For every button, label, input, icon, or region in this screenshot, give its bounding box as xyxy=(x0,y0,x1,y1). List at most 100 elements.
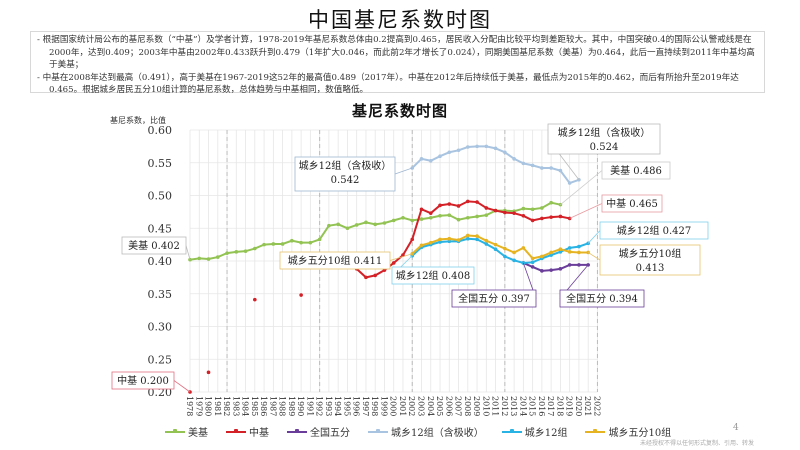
legend-line-marker-icon xyxy=(165,429,185,433)
data-point xyxy=(567,181,572,185)
x-tick-label: 2006 xyxy=(444,396,453,416)
annotation-box xyxy=(599,244,701,276)
data-point xyxy=(391,261,396,265)
data-point xyxy=(438,214,442,218)
data-point xyxy=(428,240,433,245)
data-point xyxy=(419,157,424,161)
series-城乡12组（含极收） xyxy=(410,144,581,185)
data-point xyxy=(253,297,257,302)
data-point xyxy=(410,237,415,242)
data-point xyxy=(549,200,553,205)
data-point xyxy=(456,217,461,222)
data-point xyxy=(206,370,211,375)
data-point xyxy=(484,206,489,210)
data-point xyxy=(364,275,368,280)
data-point xyxy=(540,216,544,221)
data-point xyxy=(512,258,516,263)
legend-item: 中基 xyxy=(226,424,269,439)
x-tick-label: 1997 xyxy=(361,396,370,416)
data-point xyxy=(373,273,378,278)
x-tick-label: 1981 xyxy=(213,396,222,416)
data-point xyxy=(206,257,211,261)
legend-label: 城乡12组 xyxy=(524,428,568,439)
x-tick-label: 1990 xyxy=(296,396,305,416)
legend-label: 城乡五分10组 xyxy=(608,428,672,439)
annotation-box xyxy=(391,266,475,285)
data-point xyxy=(290,238,294,243)
data-point xyxy=(503,246,507,251)
legend-line-marker-icon xyxy=(501,429,522,433)
y-tick-label: 0.25 xyxy=(148,353,173,366)
data-point xyxy=(521,246,526,250)
data-point xyxy=(503,254,507,259)
data-point xyxy=(503,210,507,215)
annotation-label: 城乡五分10组 xyxy=(619,247,682,260)
x-tick-label: 2022 xyxy=(592,396,601,416)
y-tick-label: 0.35 xyxy=(148,288,173,301)
data-point xyxy=(493,146,498,151)
x-tick-label: 2014 xyxy=(518,396,527,416)
y-tick-label: 0.30 xyxy=(148,321,173,334)
x-tick-label: 2021 xyxy=(583,396,592,416)
annotations: 城乡12组（含极收） 0.542 城乡12组（含极收） 0.524 美基 0.486 中基… xyxy=(111,123,709,393)
data-point xyxy=(401,215,405,220)
data-point xyxy=(540,269,544,273)
x-tick-label: 2008 xyxy=(463,396,472,416)
x-tick-label: 2019 xyxy=(565,396,574,416)
legend-label: 城乡12组（含极收） xyxy=(391,428,484,439)
x-tick-label: 2001 xyxy=(398,396,407,416)
data-point xyxy=(577,263,581,267)
data-point xyxy=(428,215,433,220)
data-point xyxy=(567,250,572,254)
x-tick-label: 2002 xyxy=(407,396,416,416)
data-point xyxy=(567,246,572,250)
y-tick-label: 0.40 xyxy=(148,255,173,268)
data-point xyxy=(336,222,340,227)
annotation-label: 0.524 xyxy=(590,142,619,153)
data-point xyxy=(540,206,544,210)
data-point xyxy=(475,144,479,149)
data-point xyxy=(438,240,442,244)
y-axis-label: 基尼系数，比值 xyxy=(110,115,166,125)
footnote: 未经授权不得以任何形式复制、引用、转发 xyxy=(640,440,755,447)
annotation-label: 全国五分 0.394 xyxy=(566,292,638,305)
data-point xyxy=(299,293,303,297)
data-point xyxy=(484,238,489,243)
data-point xyxy=(354,223,359,227)
note-1: - 根据国家统计局公布的基尼系数（“中基”）及学者计算，1978-2019年基尼… xyxy=(37,35,755,70)
data-point xyxy=(493,242,498,247)
data-point xyxy=(234,250,239,254)
x-tick-label: 1991 xyxy=(305,396,314,416)
data-point xyxy=(280,242,285,246)
data-point xyxy=(466,199,470,204)
legend-item: 全国五分 xyxy=(287,424,350,439)
data-point xyxy=(558,267,563,271)
legend-label: 中基 xyxy=(249,428,269,439)
x-tick-label: 2018 xyxy=(555,396,564,416)
data-point xyxy=(484,144,489,149)
data-point xyxy=(438,237,442,242)
data-point xyxy=(530,163,535,168)
annotation-label: 0.542 xyxy=(331,175,360,186)
x-tick-label: 1982 xyxy=(222,396,231,416)
data-point xyxy=(577,250,581,255)
data-point xyxy=(484,213,489,217)
data-point xyxy=(225,251,229,255)
data-point xyxy=(317,237,322,242)
data-point xyxy=(447,236,452,241)
x-tick-label: 1979 xyxy=(194,396,203,416)
data-point xyxy=(577,244,581,249)
x-tick-label: 2005 xyxy=(435,396,444,416)
page-number: 4 xyxy=(733,423,739,433)
annotation-box xyxy=(599,221,709,240)
x-tick-label: 2003 xyxy=(417,396,426,416)
annotation-label: 城乡12组 0.408 xyxy=(396,269,471,282)
x-tick-label: 2015 xyxy=(528,396,537,416)
data-point xyxy=(540,254,544,259)
x-tick-label: 1983 xyxy=(231,396,240,416)
x-tick-label: 2013 xyxy=(509,396,518,416)
x-tick-label: 2011 xyxy=(491,396,500,416)
data-point xyxy=(493,208,498,213)
data-point xyxy=(512,211,516,215)
